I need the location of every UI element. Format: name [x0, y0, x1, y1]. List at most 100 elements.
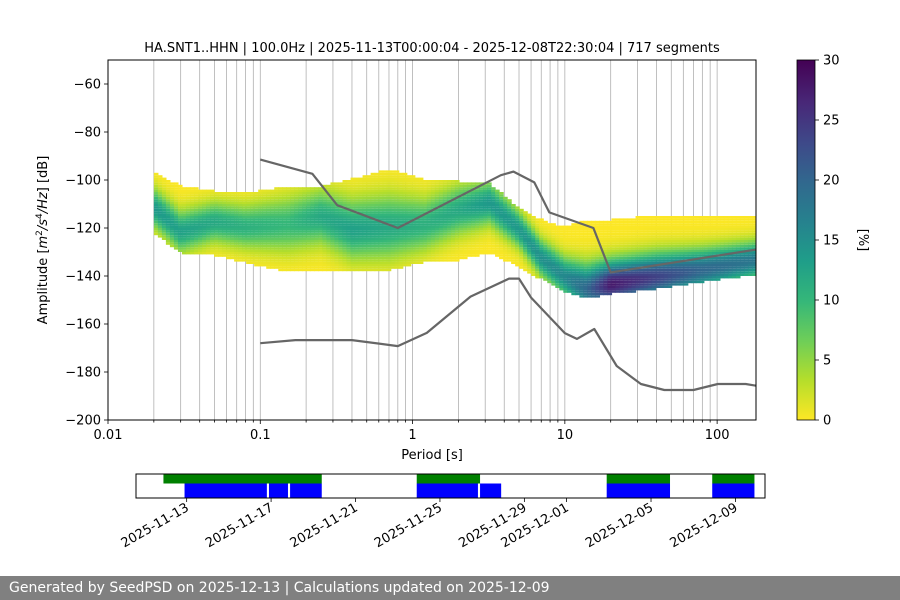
heatmap-cell	[354, 223, 360, 226]
heatmap-cell	[290, 230, 295, 233]
heatmap-cell	[302, 252, 307, 255]
heatmap-cell	[487, 211, 492, 214]
heatmap-cell	[647, 225, 653, 228]
heatmap-cell	[543, 259, 548, 262]
heatmap-cell	[743, 259, 749, 262]
heatmap-cell	[354, 240, 360, 243]
heatmap-cell	[222, 223, 227, 226]
heatmap-cell	[278, 259, 283, 262]
heatmap-cell	[474, 213, 480, 216]
heatmap-cell	[286, 206, 291, 209]
heatmap-cell	[535, 271, 540, 274]
heatmap-cell	[683, 273, 689, 276]
heatmap-cell	[374, 199, 380, 202]
heatmap-cell	[161, 184, 167, 188]
heatmap-cell	[278, 225, 283, 228]
heatmap-cell	[599, 278, 605, 281]
heatmap-cell	[414, 194, 420, 197]
heatmap-cell	[430, 187, 436, 190]
heatmap-cell	[751, 261, 756, 264]
heatmap-cell	[635, 240, 641, 243]
heatmap-cell	[491, 196, 496, 200]
heatmap-cell	[515, 254, 520, 257]
heatmap-cell	[286, 254, 291, 257]
heatmap-cell	[290, 232, 295, 236]
heatmap-cell	[390, 237, 396, 240]
heatmap-cell	[302, 216, 307, 219]
heatmap-cell	[326, 184, 332, 188]
heatmap-cell	[298, 268, 303, 272]
heatmap-cell	[161, 220, 167, 224]
heatmap-cell	[418, 247, 424, 250]
heatmap-cell	[643, 283, 649, 286]
heatmap-cell	[210, 249, 215, 252]
heatmap-cell	[374, 192, 380, 195]
heatmap-cell	[310, 235, 316, 238]
heatmap-cell	[479, 194, 484, 197]
heatmap-cell	[181, 235, 187, 238]
heatmap-cell	[382, 175, 388, 178]
heatmap-cell	[246, 223, 251, 226]
heatmap-cell	[410, 208, 416, 212]
heatmap-cell	[310, 211, 316, 214]
heatmap-cell	[659, 249, 665, 252]
heatmap-cell	[366, 220, 372, 224]
heatmap-cell	[687, 218, 693, 221]
heatmap-cell	[723, 273, 729, 276]
heatmap-cell	[515, 213, 520, 216]
heatmap-cell	[270, 247, 275, 250]
heatmap-cell	[161, 204, 167, 207]
heatmap-cell	[173, 201, 179, 204]
heatmap-cell	[358, 177, 364, 180]
heatmap-cell	[434, 213, 440, 216]
heatmap-cell	[254, 247, 259, 250]
heatmap-cell	[671, 256, 677, 260]
heatmap-cell	[358, 204, 364, 207]
heatmap-cell	[703, 264, 709, 267]
heatmap-cell	[274, 223, 279, 226]
heatmap-cell	[246, 240, 251, 243]
heatmap-cell	[169, 184, 175, 188]
heatmap-cell	[382, 211, 388, 214]
heatmap-cell	[655, 218, 661, 221]
heatmap-cell	[551, 252, 556, 255]
heatmap-cell	[507, 216, 512, 219]
heatmap-cell	[499, 230, 504, 233]
heatmap-cell	[615, 235, 621, 238]
heatmap-cell	[523, 254, 528, 257]
footer-bar: Generated by SeedPSD on 2025-12-13 | Cal…	[0, 576, 900, 600]
heatmap-cell	[398, 175, 404, 178]
heatmap-cell	[342, 242, 348, 245]
heatmap-cell	[342, 218, 348, 221]
heatmap-cell	[165, 237, 171, 240]
heatmap-cell	[711, 249, 717, 252]
heatmap-cell	[491, 237, 496, 240]
heatmap-cell	[306, 225, 311, 228]
heatmap-cell	[551, 249, 556, 252]
heatmap-cell	[394, 182, 400, 185]
heatmap-cell	[358, 264, 364, 267]
heatmap-cell	[258, 235, 263, 238]
heatmap-cell	[330, 213, 336, 216]
heatmap-cell	[226, 223, 231, 226]
heatmap-cell	[206, 242, 211, 245]
heatmap-cell	[555, 261, 560, 264]
heatmap-cell	[262, 240, 267, 243]
heatmap-cell	[398, 223, 404, 226]
heatmap-cell	[334, 254, 340, 257]
heatmap-cell	[599, 240, 605, 243]
heatmap-cell	[290, 261, 295, 264]
heatmap-cell	[450, 187, 456, 190]
heatmap-cell	[214, 201, 219, 204]
heatmap-cell	[667, 266, 673, 269]
heatmap-cell	[507, 259, 512, 262]
heatmap-cell	[470, 189, 476, 192]
heatmap-cell	[450, 256, 456, 260]
heatmap-cell	[246, 242, 251, 245]
heatmap-cell	[603, 230, 609, 233]
heatmap-cell	[647, 244, 653, 248]
heatmap-cell	[262, 223, 267, 226]
heatmap-cell	[599, 254, 605, 257]
heatmap-cell	[358, 237, 364, 240]
heatmap-cell	[370, 225, 376, 228]
